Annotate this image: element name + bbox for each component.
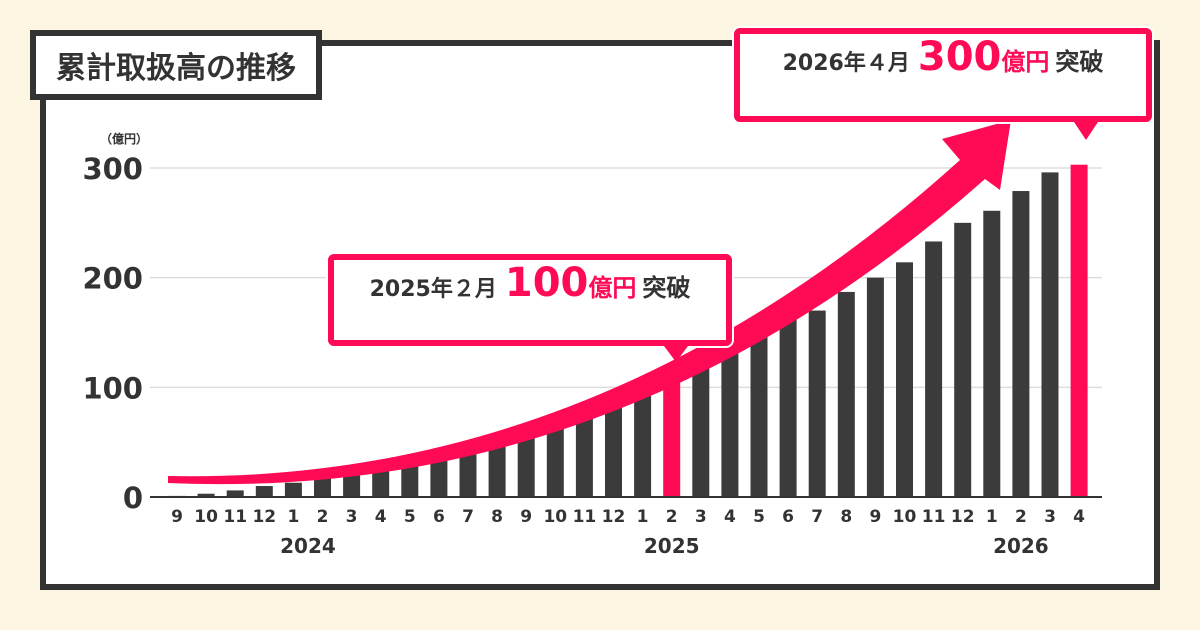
x-tick-label: 11	[922, 507, 946, 527]
bar	[605, 399, 622, 497]
bar	[284, 482, 302, 497]
bar	[517, 433, 535, 497]
callout-amount: 100	[504, 260, 589, 306]
y-tick-label: 0	[123, 481, 143, 515]
callout-tail	[1074, 122, 1098, 140]
callout-tail	[664, 346, 688, 362]
bar	[750, 336, 768, 497]
year-label: 2024	[280, 534, 336, 558]
bar	[1070, 164, 1088, 497]
chart-title: 累計取扱高の推移	[30, 30, 322, 100]
bars	[168, 164, 1088, 498]
bar	[343, 475, 361, 497]
x-tick-label: 10	[893, 507, 917, 527]
x-tick-label: 4	[724, 507, 736, 527]
x-tick-label: 1	[287, 507, 299, 527]
bar	[634, 387, 652, 497]
y-tick-label: 200	[82, 262, 143, 296]
x-tick-label: 8	[840, 507, 852, 527]
bar	[779, 319, 797, 497]
bar	[546, 420, 564, 497]
x-tick-label: 2	[317, 507, 329, 527]
x-tick-label: 5	[753, 507, 765, 527]
x-tick-label: 3	[1044, 507, 1056, 527]
x-tick-label: 9	[520, 507, 532, 527]
x-tick-label: 11	[573, 507, 597, 527]
bar	[459, 454, 477, 497]
bar	[837, 291, 855, 497]
y-tick-label: 100	[82, 371, 143, 405]
callout-300-billion: 2026年４月 300 億円 突破	[734, 28, 1152, 140]
x-tick-label: 1	[986, 507, 998, 527]
callout-unit: 億円	[1001, 48, 1050, 76]
bar	[314, 478, 331, 497]
bar	[1012, 191, 1030, 497]
bar	[866, 277, 884, 497]
x-tick-label: 9	[171, 507, 183, 527]
x-tick-label: 1	[637, 507, 649, 527]
bar	[226, 490, 244, 497]
callout-suffix: 突破	[1055, 48, 1104, 76]
x-tick-label: 3	[346, 507, 358, 527]
x-tick-label: 6	[433, 507, 445, 527]
x-tick-label: 7	[811, 507, 823, 527]
x-tick-label: 4	[1073, 507, 1085, 527]
x-tick-label: 6	[782, 507, 794, 527]
bar	[255, 486, 273, 497]
year-label: 2026	[993, 534, 1049, 558]
bar	[925, 241, 943, 497]
callout-date: 2026年４月	[782, 51, 910, 76]
bar	[197, 493, 215, 497]
bar	[896, 262, 913, 497]
x-tick-label: 3	[695, 507, 707, 527]
bar	[575, 410, 593, 497]
year-label: 2025	[644, 534, 700, 558]
x-tick-label: 2	[1015, 507, 1027, 527]
x-tick-label: 5	[404, 507, 416, 527]
x-tick-label: 4	[375, 507, 387, 527]
bar	[430, 460, 448, 497]
bar	[401, 466, 419, 497]
x-tick-label: 12	[252, 507, 276, 527]
bar	[663, 380, 681, 497]
bar	[1041, 172, 1059, 498]
y-unit-label: （億円）	[100, 131, 148, 146]
x-tick-label: 12	[951, 507, 975, 527]
x-tick-label: 2	[666, 507, 678, 527]
x-tick-label: 10	[194, 507, 218, 527]
callout-date: 2025年２月	[369, 277, 497, 302]
callout-100-billion: 2025年２月 100 億円 突破	[328, 254, 732, 362]
y-tick-label: 300	[82, 152, 143, 186]
x-tick-label: 12	[602, 507, 626, 527]
x-tick-label: 10	[543, 507, 567, 527]
bar	[692, 364, 710, 497]
x-tick-label: 11	[223, 507, 247, 527]
bar	[983, 210, 1001, 497]
growth-arrow	[168, 120, 1011, 485]
chart-title-text: 累計取扱高の推移	[56, 51, 296, 86]
callout-amount: 300	[917, 34, 1002, 80]
bar	[488, 445, 506, 497]
bar	[372, 469, 390, 497]
x-tick-label: 9	[869, 507, 881, 527]
bar	[808, 310, 826, 497]
bar	[721, 348, 739, 497]
bar	[954, 222, 972, 498]
callout-suffix: 突破	[642, 274, 691, 302]
callout-unit: 億円	[588, 274, 637, 302]
x-tick-label: 7	[462, 507, 474, 527]
x-tick-label: 8	[491, 507, 503, 527]
